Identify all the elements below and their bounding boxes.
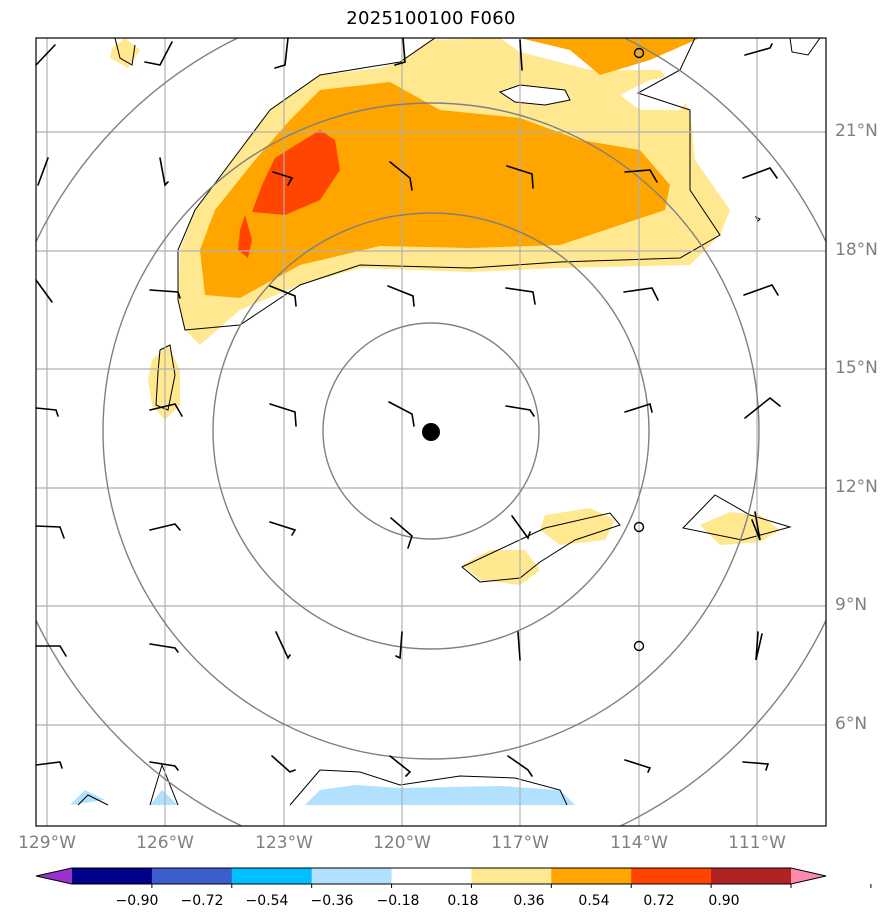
colorbar-segment	[711, 868, 792, 884]
colorbar-tick-label: −0.36	[310, 893, 354, 909]
colorbar-tick-label: −0.18	[376, 893, 420, 909]
positive-shading-medium	[520, 38, 700, 75]
colorbar-ticks	[151, 884, 872, 888]
axes-frame	[35, 37, 827, 827]
contour-lines	[77, 38, 821, 806]
shaded-field	[70, 38, 780, 805]
lon-label-123w: 123°W	[255, 833, 313, 853]
colorbar-tick-label: 0.90	[708, 893, 740, 909]
colorbar-tick-label: 0.54	[578, 893, 610, 909]
colorbar-tick-label: 0.72	[643, 893, 675, 909]
colorbar-tick-label: 0.18	[447, 893, 479, 909]
colorbar-tick-label: −0.54	[245, 893, 289, 909]
lat-label-18n: 18°N	[835, 240, 878, 260]
colorbar-extend-min	[36, 868, 72, 884]
lat-label-9n: 9°N	[835, 595, 868, 615]
colorbar-tick-label: −0.90	[115, 893, 159, 909]
lon-label-129w: 129°W	[18, 833, 76, 853]
colorbar	[35, 867, 827, 885]
colorbar-tick-label: 0.36	[513, 893, 545, 909]
lat-label-6n: 6°N	[835, 714, 868, 734]
lon-label-120w: 120°W	[373, 833, 431, 853]
colorbar-extend-max	[791, 868, 826, 884]
colorbar-segment	[391, 868, 472, 884]
wind-barbs	[35, 37, 781, 777]
positive-shading-strong	[252, 130, 340, 215]
lat-label-21n: 21°N	[835, 121, 878, 141]
colorbar-segment	[151, 868, 233, 884]
storm-center-marker	[422, 423, 440, 441]
lon-label-111w: 111°W	[728, 833, 786, 853]
colorbar-segment	[471, 868, 552, 884]
colorbar-tick-label: −0.72	[180, 893, 224, 909]
graticule	[36, 38, 826, 826]
plot-title: 2025100100 F060	[346, 8, 516, 29]
calm-wind-markers	[633, 47, 645, 652]
colorbar-segment	[231, 868, 313, 884]
lat-label-12n: 12°N	[835, 477, 878, 497]
colorbar-segment	[72, 868, 153, 884]
colorbar-segment	[551, 868, 632, 884]
negative-shading	[305, 785, 575, 805]
colorbar-outline	[35, 867, 827, 885]
lon-label-126w: 126°W	[136, 833, 194, 853]
range-rings	[36, 38, 826, 826]
lat-label-15n: 15°N	[835, 358, 878, 378]
lon-label-114w: 114°W	[610, 833, 668, 853]
colorbar-segment	[631, 868, 712, 884]
lon-label-117w: 117°W	[491, 833, 549, 853]
colorbar-segment	[311, 868, 393, 884]
